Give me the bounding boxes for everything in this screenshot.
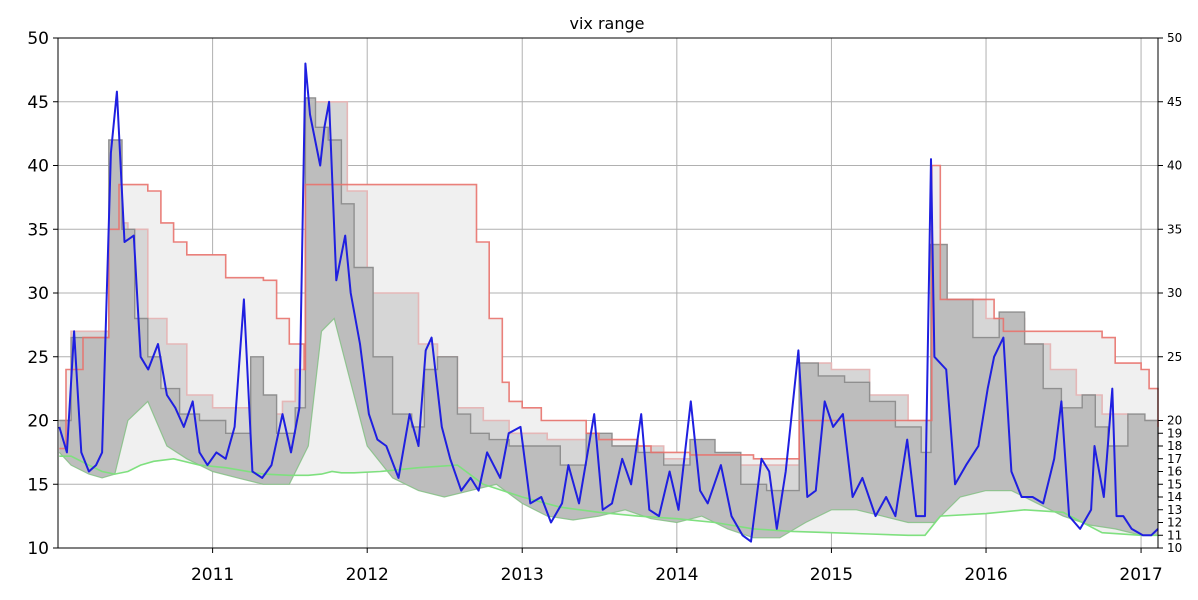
y-tick-label-left: 35 <box>27 220 49 240</box>
y-tick-label-left: 40 <box>27 157 49 177</box>
y-tick-label-right: 16 <box>1167 465 1182 479</box>
x-tick-label: 2015 <box>810 565 853 585</box>
y-tick-label-right: 50 <box>1167 31 1182 45</box>
y-tick-label-right: 12 <box>1167 516 1182 530</box>
y-tick-label-right: 25 <box>1167 350 1182 364</box>
x-tick-label: 2016 <box>964 565 1007 585</box>
x-tick-label: 2014 <box>655 565 698 585</box>
rolling-high-line <box>59 164 1159 460</box>
y-tick-label-left: 15 <box>27 475 49 495</box>
y-tick-label-right: 30 <box>1167 286 1182 300</box>
y-tick-label-left: 50 <box>27 29 49 49</box>
x-tick-label: 2011 <box>191 565 234 585</box>
x-tick-label: 2013 <box>501 565 544 585</box>
inner-band-top-edge <box>59 97 1159 497</box>
y-tick-label-left: 30 <box>27 284 49 304</box>
y-tick-label-right: 13 <box>1167 503 1182 517</box>
y-tick-label-right: 18 <box>1167 439 1182 453</box>
y-tick-label-left: 10 <box>27 539 49 559</box>
y-tick-label-right: 10 <box>1167 541 1182 555</box>
rolling-low-line <box>59 455 1158 537</box>
inner-band-bottom-edge <box>58 317 1158 539</box>
y-tick-label-right: 15 <box>1167 477 1182 491</box>
y-tick-label-right: 40 <box>1167 159 1182 173</box>
x-tick-label: 2017 <box>1119 565 1162 585</box>
y-tick-label-left: 45 <box>27 93 49 113</box>
y-tick-label-right: 35 <box>1167 222 1182 236</box>
y-tick-label-right: 17 <box>1167 452 1182 466</box>
y-tick-label-right: 14 <box>1167 490 1182 504</box>
y-tick-label-left: 20 <box>27 412 49 432</box>
x-axis: 2011 2012 2013 2014 2015 2016 2017 <box>191 548 1163 585</box>
y-tick-label-right: 19 <box>1167 426 1182 440</box>
series-lines <box>58 62 1159 543</box>
y-tick-label-left: 25 <box>27 348 49 368</box>
y-axis-left: 10 15 20 25 30 35 40 45 50 <box>27 29 58 559</box>
x-tick-label: 2012 <box>346 565 389 585</box>
chart-title: vix range <box>570 14 645 33</box>
y-tick-label-right: 20 <box>1167 414 1182 428</box>
range-bands <box>58 97 1159 539</box>
y-tick-label-right: 11 <box>1167 528 1182 542</box>
vix-line <box>58 62 1159 543</box>
y-tick-label-right: 45 <box>1167 95 1182 109</box>
